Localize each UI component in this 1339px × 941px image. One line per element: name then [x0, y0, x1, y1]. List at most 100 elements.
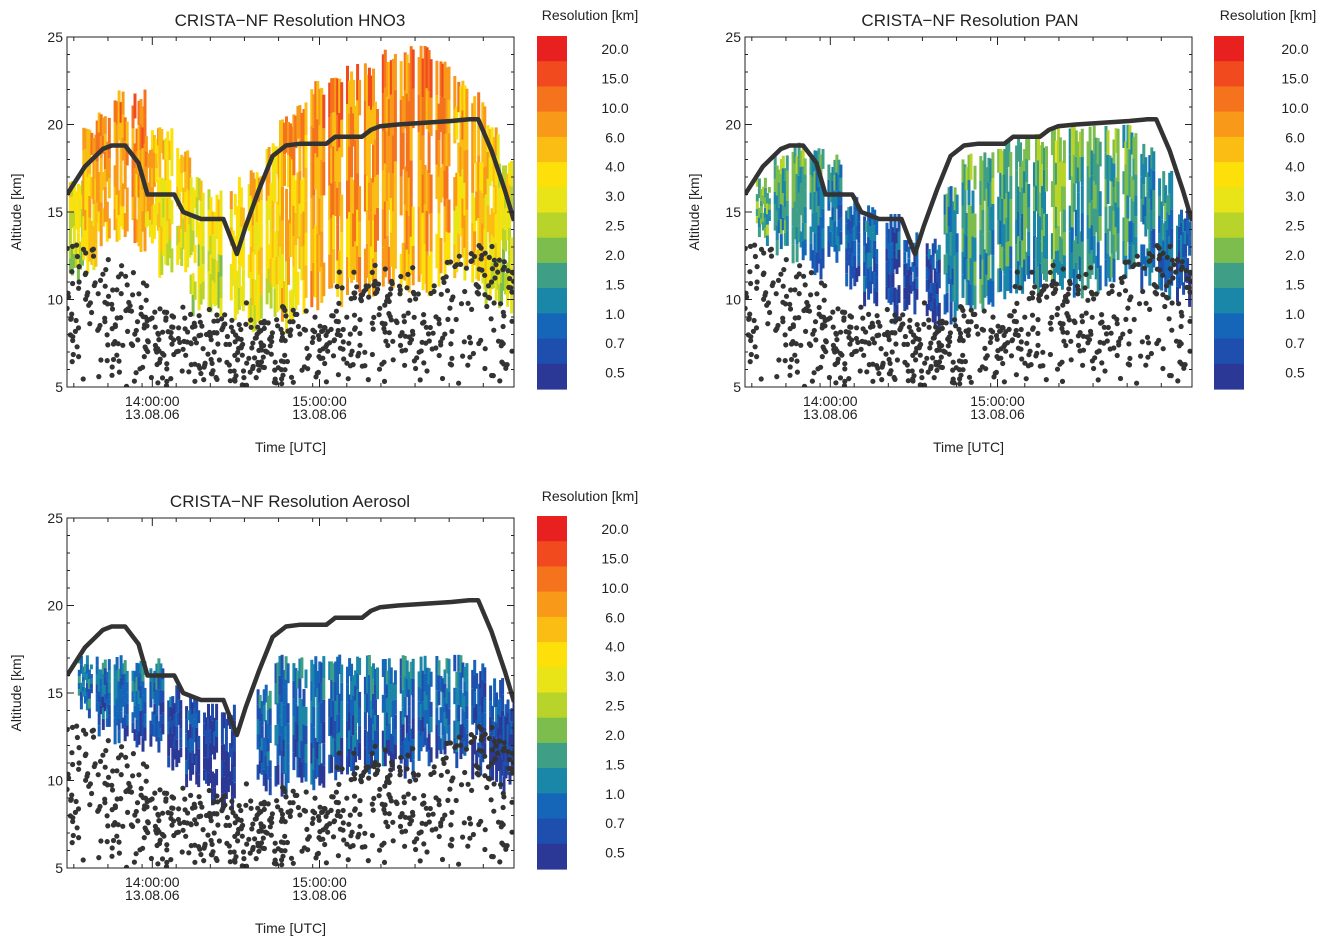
resolution-strip: [471, 761, 475, 780]
resolution-strip: [164, 201, 168, 223]
cloud-point: [209, 841, 215, 848]
resolution-strip: [322, 262, 326, 297]
resolution-strip: [302, 211, 306, 246]
cloud-point: [415, 772, 421, 778]
resolution-strip: [835, 226, 839, 245]
colorbar-label: 20.0: [1281, 41, 1308, 57]
resolution-strip: [279, 246, 282, 279]
resolution-strip: [508, 249, 512, 272]
resolution-strip: [167, 722, 171, 734]
resolution-strip: [90, 176, 94, 199]
resolution-strip: [89, 688, 93, 694]
cloud-point: [1072, 319, 1078, 326]
resolution-strip: [312, 229, 316, 263]
cloud-point: [462, 769, 468, 776]
resolution-strip: [298, 698, 302, 718]
resolution-strip: [1184, 218, 1188, 232]
cloud-point: [316, 817, 322, 823]
cloud-point: [870, 323, 876, 329]
resolution-strip: [328, 698, 332, 718]
resolution-strip: [1126, 195, 1130, 219]
resolution-strip: [871, 245, 875, 259]
resolution-strip: [171, 733, 175, 746]
cloud-point: [322, 360, 328, 367]
cloud-point: [177, 820, 183, 827]
cloud-point: [292, 792, 298, 799]
resolution-strip: [1124, 141, 1128, 165]
cloud-point: [501, 313, 507, 319]
resolution-strip: [328, 754, 332, 774]
resolution-strip: [1007, 216, 1011, 242]
resolution-strip: [332, 214, 336, 250]
resolution-strip: [81, 691, 85, 697]
cloud-point: [431, 764, 437, 770]
cloud-point: [210, 849, 216, 855]
resolution-strip: [117, 706, 121, 719]
resolution-strip: [264, 755, 268, 774]
resolution-strip: [1180, 247, 1183, 261]
resolution-strip: [1124, 255, 1128, 279]
resolution-strip: [477, 123, 481, 156]
resolution-strip: [488, 157, 492, 186]
resolution-strip: [873, 225, 877, 241]
resolution-strip: [937, 302, 941, 318]
resolution-strip: [280, 725, 284, 750]
resolution-strip: [150, 205, 154, 225]
resolution-strip: [249, 221, 253, 247]
cloud-point: [137, 847, 143, 853]
resolution-strip: [506, 699, 510, 713]
cloud-point: [750, 328, 757, 334]
resolution-strip: [759, 206, 763, 213]
cloud-point: [431, 288, 437, 295]
resolution-strip: [937, 273, 941, 289]
resolution-strip: [159, 728, 163, 741]
resolution-strip: [502, 746, 506, 762]
cloud-point: [489, 243, 495, 250]
resolution-strip: [506, 724, 510, 738]
resolution-strip: [933, 268, 937, 284]
resolution-strip: [1160, 201, 1164, 220]
cloud-point: [371, 282, 377, 288]
resolution-strip: [209, 235, 213, 255]
resolution-strip: [797, 142, 801, 160]
resolution-strip: [314, 261, 318, 298]
resolution-strip: [294, 668, 298, 686]
cloud-point: [1176, 301, 1182, 307]
resolution-strip: [133, 705, 137, 718]
cloud-point: [768, 246, 775, 252]
resolution-strip: [931, 256, 935, 270]
cloud-point: [484, 784, 490, 791]
resolution-strip: [801, 147, 805, 167]
resolution-strip: [1056, 177, 1060, 202]
resolution-strip: [391, 717, 395, 736]
resolution-strip: [1017, 136, 1021, 162]
resolution-strip: [393, 699, 397, 715]
cloud-point: [863, 329, 869, 335]
resolution-strip: [197, 288, 201, 311]
resolution-strip: [835, 190, 839, 209]
cloud-point: [339, 766, 345, 772]
resolution-strip: [895, 228, 899, 244]
resolution-strip: [131, 712, 135, 723]
resolution-strip: [853, 225, 857, 241]
resolution-strip: [282, 739, 286, 757]
resolution-strip: [783, 194, 787, 207]
resolution-strip: [356, 246, 360, 283]
resolution-strip: [809, 226, 813, 244]
resolution-strip: [314, 676, 318, 697]
resolution-strip: [107, 178, 111, 199]
resolution-strip: [419, 45, 423, 84]
resolution-strip: [488, 214, 492, 243]
cloud-point: [91, 763, 97, 770]
resolution-strip: [779, 174, 783, 190]
resolution-strip: [991, 281, 995, 307]
resolution-strip: [453, 687, 457, 705]
resolution-strip: [865, 277, 869, 289]
cloud-point: [369, 801, 375, 807]
resolution-strip: [849, 261, 853, 276]
resolution-strip: [492, 162, 496, 188]
resolution-strip: [239, 207, 243, 227]
resolution-strip: [166, 153, 170, 177]
colorbar-label: 6.0: [605, 129, 625, 145]
resolution-strip: [125, 692, 129, 704]
